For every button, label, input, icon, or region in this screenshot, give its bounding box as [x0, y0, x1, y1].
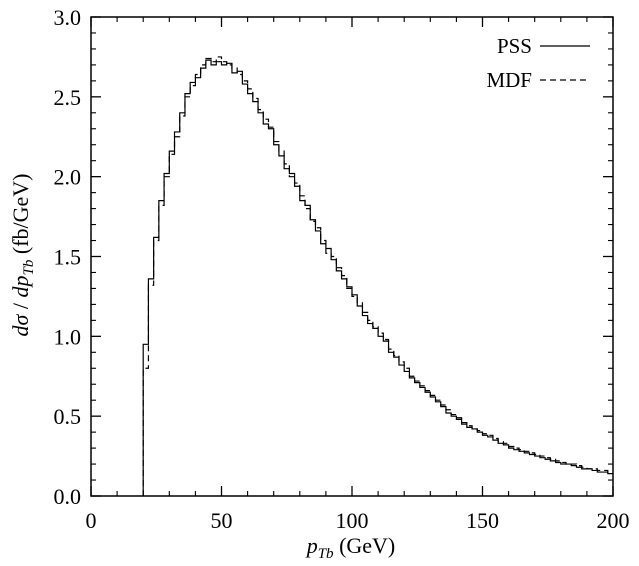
- y-tick-label: 2.5: [54, 85, 82, 110]
- legend: PSS MDF: [486, 34, 590, 92]
- y-tick-label: 3.0: [54, 5, 82, 30]
- x-tick-label: 0: [86, 508, 97, 533]
- y-axis-label-slash: /: [8, 298, 33, 315]
- x-tick-label: 200: [597, 508, 630, 533]
- y-tick-label: 0.5: [54, 404, 82, 429]
- y-axis-label-dp: dp: [8, 276, 33, 298]
- y-tick-label: 2.0: [54, 165, 82, 190]
- legend-label-pss: PSS: [497, 34, 532, 58]
- plot-frame: [90, 16, 614, 497]
- x-tick-label: 50: [211, 508, 233, 533]
- series-layer: [142, 56, 613, 496]
- x-axis-label: pTb (GeV): [305, 533, 396, 561]
- ticks-layer: [90, 16, 614, 497]
- y-axis-label-num: dσ: [8, 313, 33, 336]
- x-axis-label-sub: Tb: [318, 546, 334, 561]
- y-tick-label: 1.0: [54, 324, 82, 349]
- y-axis-label-unit: (fb/GeV): [8, 174, 33, 260]
- x-axis-label-main: p: [305, 533, 318, 558]
- labels-layer: 0 50 100 150 200 0.0 0.5 1.0 1.5 2.0 2.5 3.0: [54, 5, 630, 533]
- series-line-pss: [142, 59, 613, 496]
- x-tick-label: 100: [336, 508, 369, 533]
- legend-label-mdf: MDF: [486, 68, 532, 92]
- y-axis-label-sub: Tb: [21, 259, 37, 275]
- y-tick-label: 0.0: [54, 484, 82, 509]
- x-axis-label-unit: (GeV): [334, 533, 396, 558]
- x-tick-label: 150: [466, 508, 499, 533]
- y-axis-label: dσ / dpTb (fb/GeV): [8, 174, 37, 337]
- y-tick-label: 1.5: [54, 245, 82, 270]
- series-line-mdf: [142, 56, 613, 496]
